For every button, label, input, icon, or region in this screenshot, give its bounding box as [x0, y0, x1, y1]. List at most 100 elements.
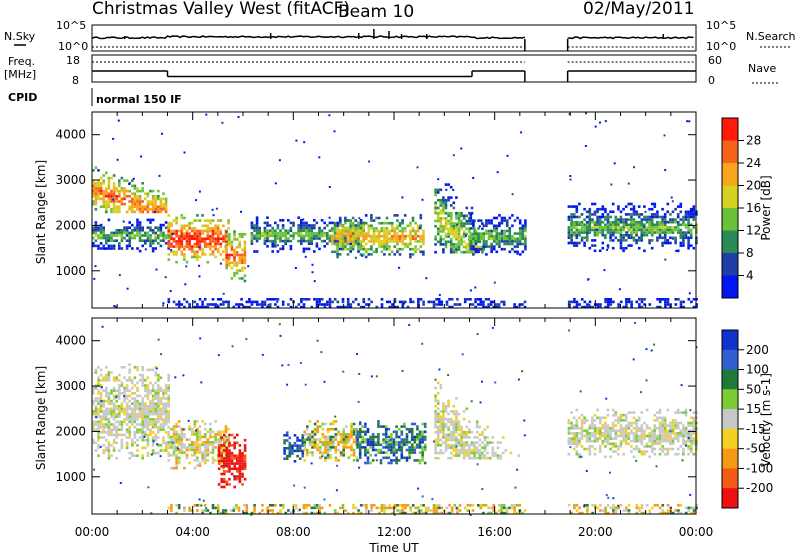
heat-cell — [177, 305, 181, 309]
heat-cell — [622, 249, 625, 253]
heat-cell — [682, 437, 685, 440]
heat-cell — [395, 443, 398, 447]
heat-cell — [358, 440, 362, 444]
heat-cell — [198, 443, 202, 447]
heat-cell — [125, 384, 129, 387]
heat-cell — [175, 260, 178, 264]
heat-cell — [131, 418, 134, 421]
heat-cell — [601, 439, 605, 443]
heat-cell — [617, 207, 620, 211]
heat-cell — [679, 218, 683, 221]
heat-cell — [645, 231, 649, 234]
heat-cell — [367, 232, 371, 235]
heat-cell — [583, 419, 586, 422]
heat-cell — [241, 475, 244, 478]
heat-cell — [503, 232, 506, 235]
heat-cell — [284, 229, 287, 232]
heat-cell — [439, 198, 443, 202]
heat-cell — [118, 384, 121, 387]
heat-cell — [217, 454, 221, 458]
heat-cell — [136, 189, 139, 193]
heat-cell — [490, 234, 493, 238]
heat-cell — [349, 227, 352, 230]
heat-cell — [606, 424, 610, 427]
heat-cell — [347, 456, 351, 460]
heat-cell — [326, 300, 329, 304]
heat-cell — [437, 303, 441, 306]
heat-cell — [141, 397, 144, 400]
heat-cell — [115, 239, 118, 242]
heat-cell — [288, 447, 292, 450]
heat-cell — [468, 230, 471, 233]
heat-cell — [575, 424, 579, 427]
heat-cell — [105, 205, 108, 208]
heat-cell — [487, 229, 491, 233]
heat-cell — [94, 192, 98, 195]
heat-cell — [193, 255, 197, 259]
heat-cell — [447, 219, 450, 223]
heat-cell — [97, 399, 100, 403]
heat-cell — [658, 447, 662, 451]
heat-cell — [167, 384, 170, 387]
heat-cell — [624, 442, 628, 446]
heat-cell — [593, 231, 597, 234]
heat-cell — [144, 205, 147, 208]
heat-cell — [486, 436, 489, 439]
heat-cell — [469, 245, 473, 248]
heat-cell — [334, 448, 338, 452]
heat-cell — [447, 446, 450, 450]
heat-cell — [196, 420, 199, 423]
heat-cell — [403, 242, 407, 246]
heat-cell — [598, 437, 602, 440]
heat-cell — [141, 381, 144, 385]
heat-cell — [599, 305, 602, 309]
heat-cell — [144, 384, 147, 387]
heat-cell — [346, 232, 350, 235]
heat-cell — [128, 436, 131, 439]
heat-cell — [674, 426, 677, 430]
heat-cell — [436, 191, 440, 194]
heat-cell — [167, 232, 171, 235]
heat-cell — [112, 423, 116, 426]
heat-cell — [167, 240, 171, 243]
heat-cell — [292, 221, 295, 225]
heat-cell — [377, 237, 381, 241]
heat-cell — [159, 239, 163, 242]
heat-cell — [625, 305, 628, 309]
heat-cell — [449, 433, 453, 437]
heat-cell — [123, 195, 126, 198]
heat-cell — [419, 237, 423, 241]
heat-cell — [224, 511, 228, 515]
heat-cell — [445, 300, 449, 304]
heat-cell — [468, 243, 471, 246]
heat-cell — [385, 245, 389, 248]
heat-cell — [328, 229, 332, 232]
heat-cell — [162, 304, 165, 307]
heat-cell — [416, 446, 419, 449]
heat-cell — [112, 234, 116, 237]
heat-cell — [436, 430, 440, 434]
heat-cell — [588, 228, 592, 232]
heat-cell — [366, 451, 370, 454]
heat-cell — [97, 229, 100, 232]
heat-cell — [243, 266, 247, 270]
heat-cell — [285, 431, 289, 434]
heat-cell — [131, 407, 134, 411]
heat-cell — [296, 439, 299, 442]
heat-cell — [611, 239, 615, 242]
heat-cell — [281, 245, 285, 248]
heat-cell — [370, 300, 373, 304]
heat-cell — [313, 446, 317, 449]
heat-cell — [410, 430, 414, 434]
heat-cell — [354, 219, 358, 222]
heat-cell — [302, 247, 306, 251]
heat-cell — [635, 429, 638, 433]
heat-cell — [692, 419, 696, 422]
heat-cell — [203, 242, 207, 246]
heat-cell — [637, 426, 641, 430]
heat-cell — [167, 431, 170, 434]
heat-cell — [237, 305, 241, 309]
heat-cell — [674, 220, 677, 224]
heat-cell — [609, 233, 612, 237]
heat-cell — [223, 444, 226, 447]
